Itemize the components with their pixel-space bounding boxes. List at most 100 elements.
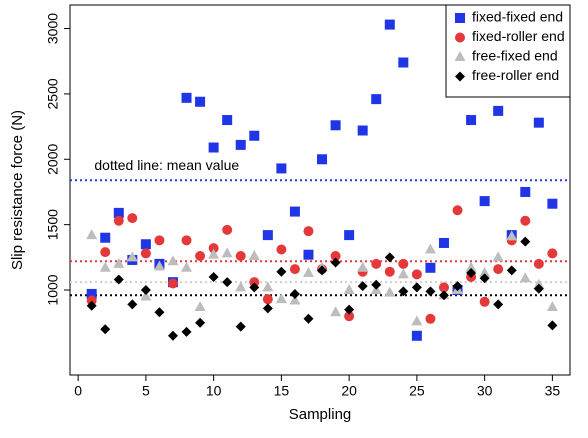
marker-square [235, 139, 246, 150]
marker-square [371, 94, 382, 105]
marker-diamond [425, 286, 436, 297]
marker-circle [533, 258, 544, 269]
x-axis-label: Sampling [289, 406, 352, 423]
marker-square [276, 163, 287, 174]
marker-diamond [506, 265, 517, 276]
marker-circle [411, 269, 422, 280]
marker-triangle [167, 255, 179, 266]
marker-diamond [344, 304, 355, 315]
marker-triangle [262, 281, 274, 292]
marker-diamond [438, 290, 449, 301]
marker-triangle [275, 293, 287, 304]
marker-circle [330, 251, 341, 262]
marker-circle [547, 248, 558, 259]
marker-square [520, 186, 531, 197]
marker-square [289, 206, 300, 217]
marker-circle [262, 294, 273, 305]
marker-triangle [99, 261, 111, 272]
marker-diamond [330, 257, 341, 268]
marker-circle [303, 226, 314, 237]
marker-triangle [86, 229, 98, 240]
marker-diamond [249, 282, 260, 293]
marker-triangle [506, 230, 518, 241]
legend-label: fixed-roller end [472, 28, 565, 44]
marker-circle [289, 264, 300, 275]
plot-frame [69, 4, 571, 376]
marker-circle [249, 277, 260, 288]
marker-square [86, 288, 97, 299]
marker-triangle [357, 261, 369, 272]
marker-square [493, 105, 504, 116]
marker-triangle [221, 247, 233, 258]
x-tick-label: 15 [274, 383, 290, 399]
marker-circle [398, 258, 409, 269]
marker-triangle [235, 281, 247, 292]
legend-box [445, 4, 571, 98]
marker-triangle [126, 251, 138, 262]
marker-triangle [153, 260, 165, 271]
marker-circle [438, 282, 449, 293]
marker-triangle [384, 286, 396, 297]
marker-diamond [289, 288, 300, 299]
marker-circle [113, 215, 124, 226]
marker-diamond [493, 299, 504, 310]
marker-square [140, 239, 151, 250]
marker-triangle [546, 301, 558, 312]
marker-triangle [194, 301, 206, 312]
marker-triangle [479, 267, 491, 278]
marker-circle [181, 235, 192, 246]
x-tick-label: 5 [142, 383, 150, 399]
marker-triangle [140, 290, 152, 301]
marker-diamond [222, 277, 233, 288]
marker-diamond [127, 299, 138, 310]
marker-diamond [276, 266, 287, 277]
marker-circle [195, 251, 206, 262]
marker-triangle [465, 261, 477, 272]
marker-square [357, 125, 368, 136]
marker-diamond [167, 330, 178, 341]
legend: fixed-fixed end fixed-roller end free-fixe… [445, 4, 571, 98]
marker-square [303, 249, 314, 260]
marker-circle [452, 205, 463, 216]
marker-diamond [547, 320, 558, 331]
marker-circle [127, 213, 138, 224]
marker-square [438, 237, 449, 248]
marker-square [411, 330, 422, 341]
y-axis-label: Slip resistance force (N) [9, 110, 26, 270]
legend-label: fixed-fixed end [472, 9, 563, 25]
marker-square [195, 96, 206, 107]
marker-triangle [181, 261, 193, 272]
marker-triangle [208, 248, 220, 259]
marker-diamond [455, 71, 465, 82]
marker-circle [222, 224, 233, 235]
marker-diamond [357, 281, 368, 292]
marker-triangle [454, 51, 466, 61]
marker-triangle [330, 306, 342, 317]
marker-triangle [397, 268, 409, 279]
marker-diamond [154, 307, 165, 318]
marker-triangle [519, 272, 531, 283]
marker-circle [100, 247, 111, 258]
marker-square [208, 142, 219, 153]
marker-diamond [303, 313, 314, 324]
legend-label: free-roller end [472, 67, 559, 83]
marker-diamond [479, 273, 490, 284]
marker-square [249, 130, 260, 141]
x-tick-label: 0 [74, 383, 82, 399]
x-tick-label: 35 [545, 383, 561, 399]
marker-diamond [533, 283, 544, 294]
x-tick-label: 30 [477, 383, 493, 399]
marker-triangle [113, 257, 125, 268]
marker-circle [520, 215, 531, 226]
marker-circle [140, 248, 151, 259]
marker-square [398, 57, 409, 68]
marker-square [466, 115, 477, 126]
marker-circle [167, 278, 178, 289]
marker-square [479, 196, 490, 207]
marker-circle [154, 235, 165, 246]
marker-square [262, 230, 273, 241]
y-tick-label: 1000 [45, 274, 61, 305]
marker-diamond [140, 285, 151, 296]
marker-square [533, 117, 544, 128]
